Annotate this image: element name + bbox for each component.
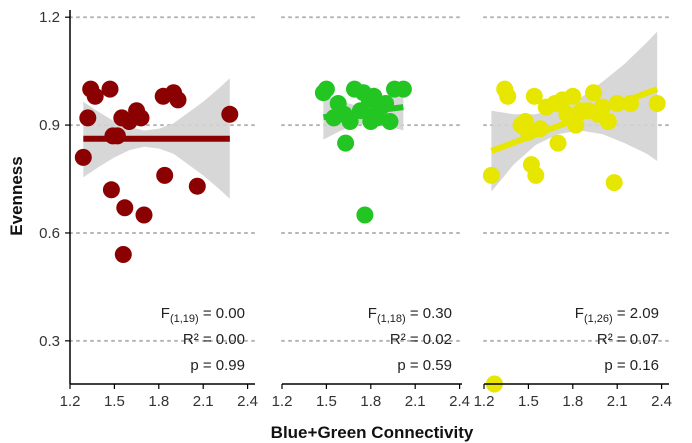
regression-line: [323, 104, 404, 121]
x-tick-label: 2.1: [405, 393, 426, 410]
data-point: [599, 113, 617, 130]
data-point: [564, 87, 582, 105]
data-point: [169, 91, 187, 109]
x-tick-label: 2.4: [651, 393, 672, 410]
x-tick-label: 1.2: [474, 393, 495, 410]
data-point: [381, 113, 399, 130]
data-point: [74, 148, 92, 166]
y-tick-label: 1.2: [39, 9, 60, 26]
r-squared: R² = 0.02: [390, 331, 452, 348]
x-tick-label: 1.2: [60, 393, 81, 410]
data-point: [605, 174, 623, 192]
f-statistic: F(1,19) = 0.00: [161, 305, 245, 325]
data-point: [356, 206, 374, 224]
y-tick-label: 0.9: [39, 117, 60, 134]
f-prefix: F: [575, 305, 584, 322]
f-degrees-of-freedom: (1,18): [377, 313, 406, 325]
data-point: [116, 199, 134, 217]
data-point: [188, 177, 206, 195]
y-axis-title: Evenness: [7, 156, 26, 235]
x-tick-label: 2.4: [237, 393, 258, 410]
data-point: [101, 80, 119, 98]
p-value: p = 0.99: [190, 357, 245, 374]
data-point: [499, 87, 517, 105]
data-point: [317, 80, 335, 98]
f-value: = 0.30: [406, 305, 452, 322]
data-point: [648, 95, 666, 112]
data-point: [79, 109, 97, 127]
regression-line: [490, 86, 659, 154]
x-tick-label: 1.2: [272, 393, 293, 410]
f-degrees-of-freedom: (1,19): [170, 313, 199, 325]
x-tick-label: 1.5: [104, 393, 125, 410]
y-tick-label: 0.3: [39, 333, 60, 350]
data-point: [482, 166, 500, 184]
f-degrees-of-freedom: (1,26): [584, 313, 613, 325]
data-point: [102, 181, 120, 199]
x-tick-label: 1.8: [562, 393, 583, 410]
x-tick-label: 1.8: [148, 393, 169, 410]
y-tick-label: 0.6: [39, 225, 60, 242]
x-tick-label: 1.5: [518, 393, 539, 410]
data-point: [527, 166, 545, 184]
data-point: [549, 134, 567, 152]
data-point: [132, 109, 150, 127]
f-value: = 2.09: [613, 305, 659, 322]
x-tick-label: 2.1: [607, 393, 628, 410]
f-prefix: F: [161, 305, 170, 322]
r-squared: R² = 0.07: [597, 331, 659, 348]
data-point: [525, 87, 543, 105]
data-point: [135, 206, 153, 224]
r-squared: R² = 0.00: [183, 331, 245, 348]
x-axis-title: Blue+Green Connectivity: [271, 423, 474, 442]
f-prefix: F: [368, 305, 377, 322]
p-value: p = 0.59: [397, 357, 452, 374]
data-point: [337, 134, 355, 152]
x-tick-label: 1.8: [360, 393, 381, 410]
f-statistic: F(1,26) = 2.09: [575, 305, 659, 325]
panel-1: 1.2 1.5 1.8 2.1 2.4 F(1,19) = 0.00 R² = 0.00 p …: [60, 16, 258, 410]
panel-2: 1.2 1.5 1.8 2.1 2.4 F(1,18) = 0.30 R² = 0.02 p …: [272, 16, 470, 410]
data-point: [394, 80, 412, 98]
f-statistic: F(1,18) = 0.30: [368, 305, 452, 325]
data-point: [221, 105, 239, 123]
data-point: [114, 246, 132, 263]
data-point: [86, 87, 104, 105]
data-point: [156, 166, 174, 184]
x-tick-label: 2.4: [449, 393, 470, 410]
f-value: = 0.00: [199, 305, 245, 322]
panel-3: 1.2 1.5 1.8 2.1 2.4 F(1,26) = 2.09 R² = 0.07 p …: [474, 16, 672, 410]
p-value: p = 0.16: [604, 357, 659, 374]
x-tick-label: 2.1: [193, 393, 214, 410]
data-point: [585, 84, 602, 102]
x-tick-label: 1.5: [316, 393, 337, 410]
